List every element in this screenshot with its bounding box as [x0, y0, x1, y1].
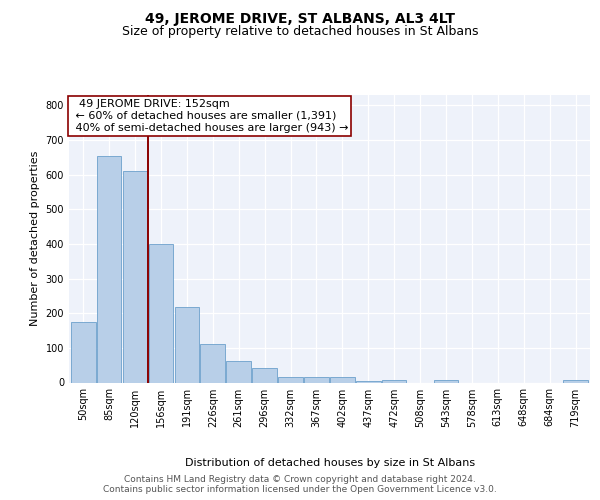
Bar	[563, 380, 588, 382]
Bar	[149, 244, 173, 382]
Text: 49, JEROME DRIVE, ST ALBANS, AL3 4LT: 49, JEROME DRIVE, ST ALBANS, AL3 4LT	[145, 12, 455, 26]
Bar	[71, 322, 95, 382]
Text: Size of property relative to detached houses in St Albans: Size of property relative to detached ho…	[122, 25, 478, 38]
Text: Contains HM Land Registry data © Crown copyright and database right 2024.
Contai: Contains HM Land Registry data © Crown c…	[103, 474, 497, 494]
Bar	[278, 378, 303, 382]
Bar	[434, 380, 458, 382]
Bar	[200, 344, 225, 383]
Bar	[330, 378, 355, 382]
Bar	[226, 360, 251, 382]
Bar	[382, 380, 406, 382]
Y-axis label: Number of detached properties: Number of detached properties	[30, 151, 40, 326]
Text: Distribution of detached houses by size in St Albans: Distribution of detached houses by size …	[185, 458, 475, 468]
Bar	[356, 381, 380, 382]
Bar	[123, 171, 148, 382]
Bar	[304, 376, 329, 382]
Bar	[253, 368, 277, 382]
Bar	[97, 156, 121, 382]
Text: 49 JEROME DRIVE: 152sqm  
 ← 60% of detached houses are smaller (1,391)
 40% of : 49 JEROME DRIVE: 152sqm ← 60% of detache…	[71, 100, 348, 132]
Bar	[175, 307, 199, 382]
